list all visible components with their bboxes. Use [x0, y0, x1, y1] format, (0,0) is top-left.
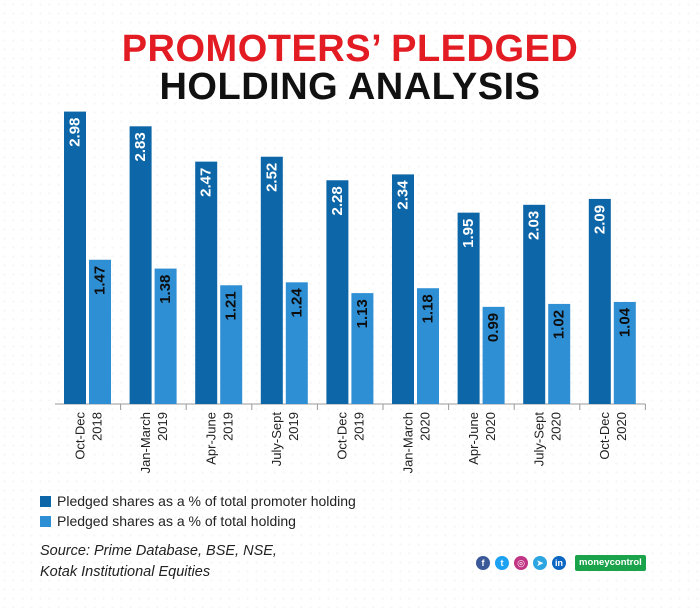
- legend-item-total: Pledged shares as a % of total holding: [40, 511, 356, 531]
- data-label: 1.04: [616, 307, 633, 337]
- x-tick-label: 2020: [549, 412, 564, 441]
- social-bar: f t ◎ ➤ in moneycontrol: [476, 555, 646, 571]
- x-tick-label: 2020: [417, 412, 432, 441]
- data-label: 2.52: [263, 163, 280, 192]
- data-label: 1.18: [420, 294, 437, 323]
- bar-promoter-holding: [129, 126, 152, 405]
- x-tick-label: 2018: [89, 412, 104, 441]
- x-tick-label: 2019: [221, 412, 236, 441]
- data-label: 2.34: [395, 180, 412, 210]
- x-tick-label: Oct-Dec: [597, 412, 612, 460]
- chart-title: PROMOTERS’ PLEDGED HOLDING ANALYSIS: [0, 30, 700, 106]
- x-tick-label: Oct-Dec: [72, 412, 87, 460]
- bar-promoter-holding: [523, 204, 546, 404]
- legend-swatch-promoter: [40, 495, 51, 507]
- bar-promoter-holding: [392, 174, 414, 404]
- x-tick-label: July-Sept: [269, 412, 284, 467]
- data-label: 1.38: [157, 275, 174, 304]
- bar-promoter-holding: [457, 212, 480, 404]
- data-label: 1.13: [354, 299, 371, 328]
- data-label: 1.21: [223, 291, 240, 320]
- linkedin-icon[interactable]: in: [552, 556, 566, 570]
- source-line-2: Kotak Institutional Equities: [40, 564, 211, 580]
- data-label: 1.24: [288, 288, 305, 318]
- x-tick-label: Jan-March: [400, 412, 415, 473]
- x-tick-label: 2020: [614, 412, 629, 441]
- bar-promoter-holding: [195, 161, 218, 404]
- data-label: 2.28: [329, 186, 346, 215]
- data-label: 2.47: [198, 168, 215, 197]
- data-label: 2.98: [67, 118, 84, 147]
- legend-label-promoter: Pledged shares as a % of total promoter …: [57, 493, 356, 509]
- data-label: 2.83: [132, 132, 149, 161]
- bar-total-holding: [613, 301, 636, 404]
- x-tick-label: Apr-June: [466, 412, 481, 465]
- telegram-icon[interactable]: ➤: [533, 556, 547, 570]
- x-tick-label: 2019: [155, 412, 170, 441]
- legend-swatch-total: [40, 515, 51, 527]
- bar-total-holding: [285, 282, 308, 404]
- data-label: 2.09: [591, 205, 608, 234]
- bar-promoter-holding: [588, 198, 611, 404]
- bar-total-holding: [220, 285, 243, 404]
- bar-promoter-holding: [260, 156, 283, 404]
- data-label: 2.03: [526, 211, 543, 240]
- bar-total-holding: [482, 306, 505, 404]
- bar-total-holding: [548, 303, 571, 404]
- bar-promoter-holding: [64, 111, 86, 405]
- data-label: 1.02: [551, 310, 568, 339]
- bar-total-holding: [89, 259, 111, 404]
- facebook-icon[interactable]: f: [476, 556, 490, 570]
- x-tick-label: 2020: [483, 412, 498, 441]
- data-label: 0.99: [485, 313, 502, 342]
- title-line-2: HOLDING ANALYSIS: [159, 66, 541, 108]
- legend-label-total: Pledged shares as a % of total holding: [57, 513, 296, 529]
- x-tick-label: Oct-Dec: [335, 412, 350, 460]
- x-tick-label: Apr-June: [204, 412, 219, 465]
- data-label: 1.95: [460, 219, 477, 248]
- bar-promoter-holding: [326, 180, 349, 404]
- x-tick-label: Jan-March: [138, 412, 153, 473]
- source-note: Source: Prime Database, BSE, NSE, Kotak …: [40, 541, 277, 583]
- legend-item-promoter: Pledged shares as a % of total promoter …: [40, 491, 356, 511]
- bar-total-holding: [154, 268, 177, 404]
- bar-total-holding: [351, 293, 374, 404]
- data-label: 1.47: [92, 266, 109, 295]
- bar-total-holding: [417, 288, 439, 404]
- twitter-icon[interactable]: t: [495, 556, 509, 570]
- source-line-1: Source: Prime Database, BSE, NSE,: [40, 543, 277, 559]
- x-tick-label: 2019: [286, 412, 301, 441]
- title-line-1: PROMOTERS’ PLEDGED: [121, 28, 579, 70]
- legend: Pledged shares as a % of total promoter …: [40, 491, 356, 531]
- x-tick-label: July-Sept: [532, 412, 547, 467]
- instagram-icon[interactable]: ◎: [514, 556, 528, 570]
- x-tick-label: 2019: [352, 412, 367, 441]
- moneycontrol-logo: moneycontrol: [575, 555, 646, 571]
